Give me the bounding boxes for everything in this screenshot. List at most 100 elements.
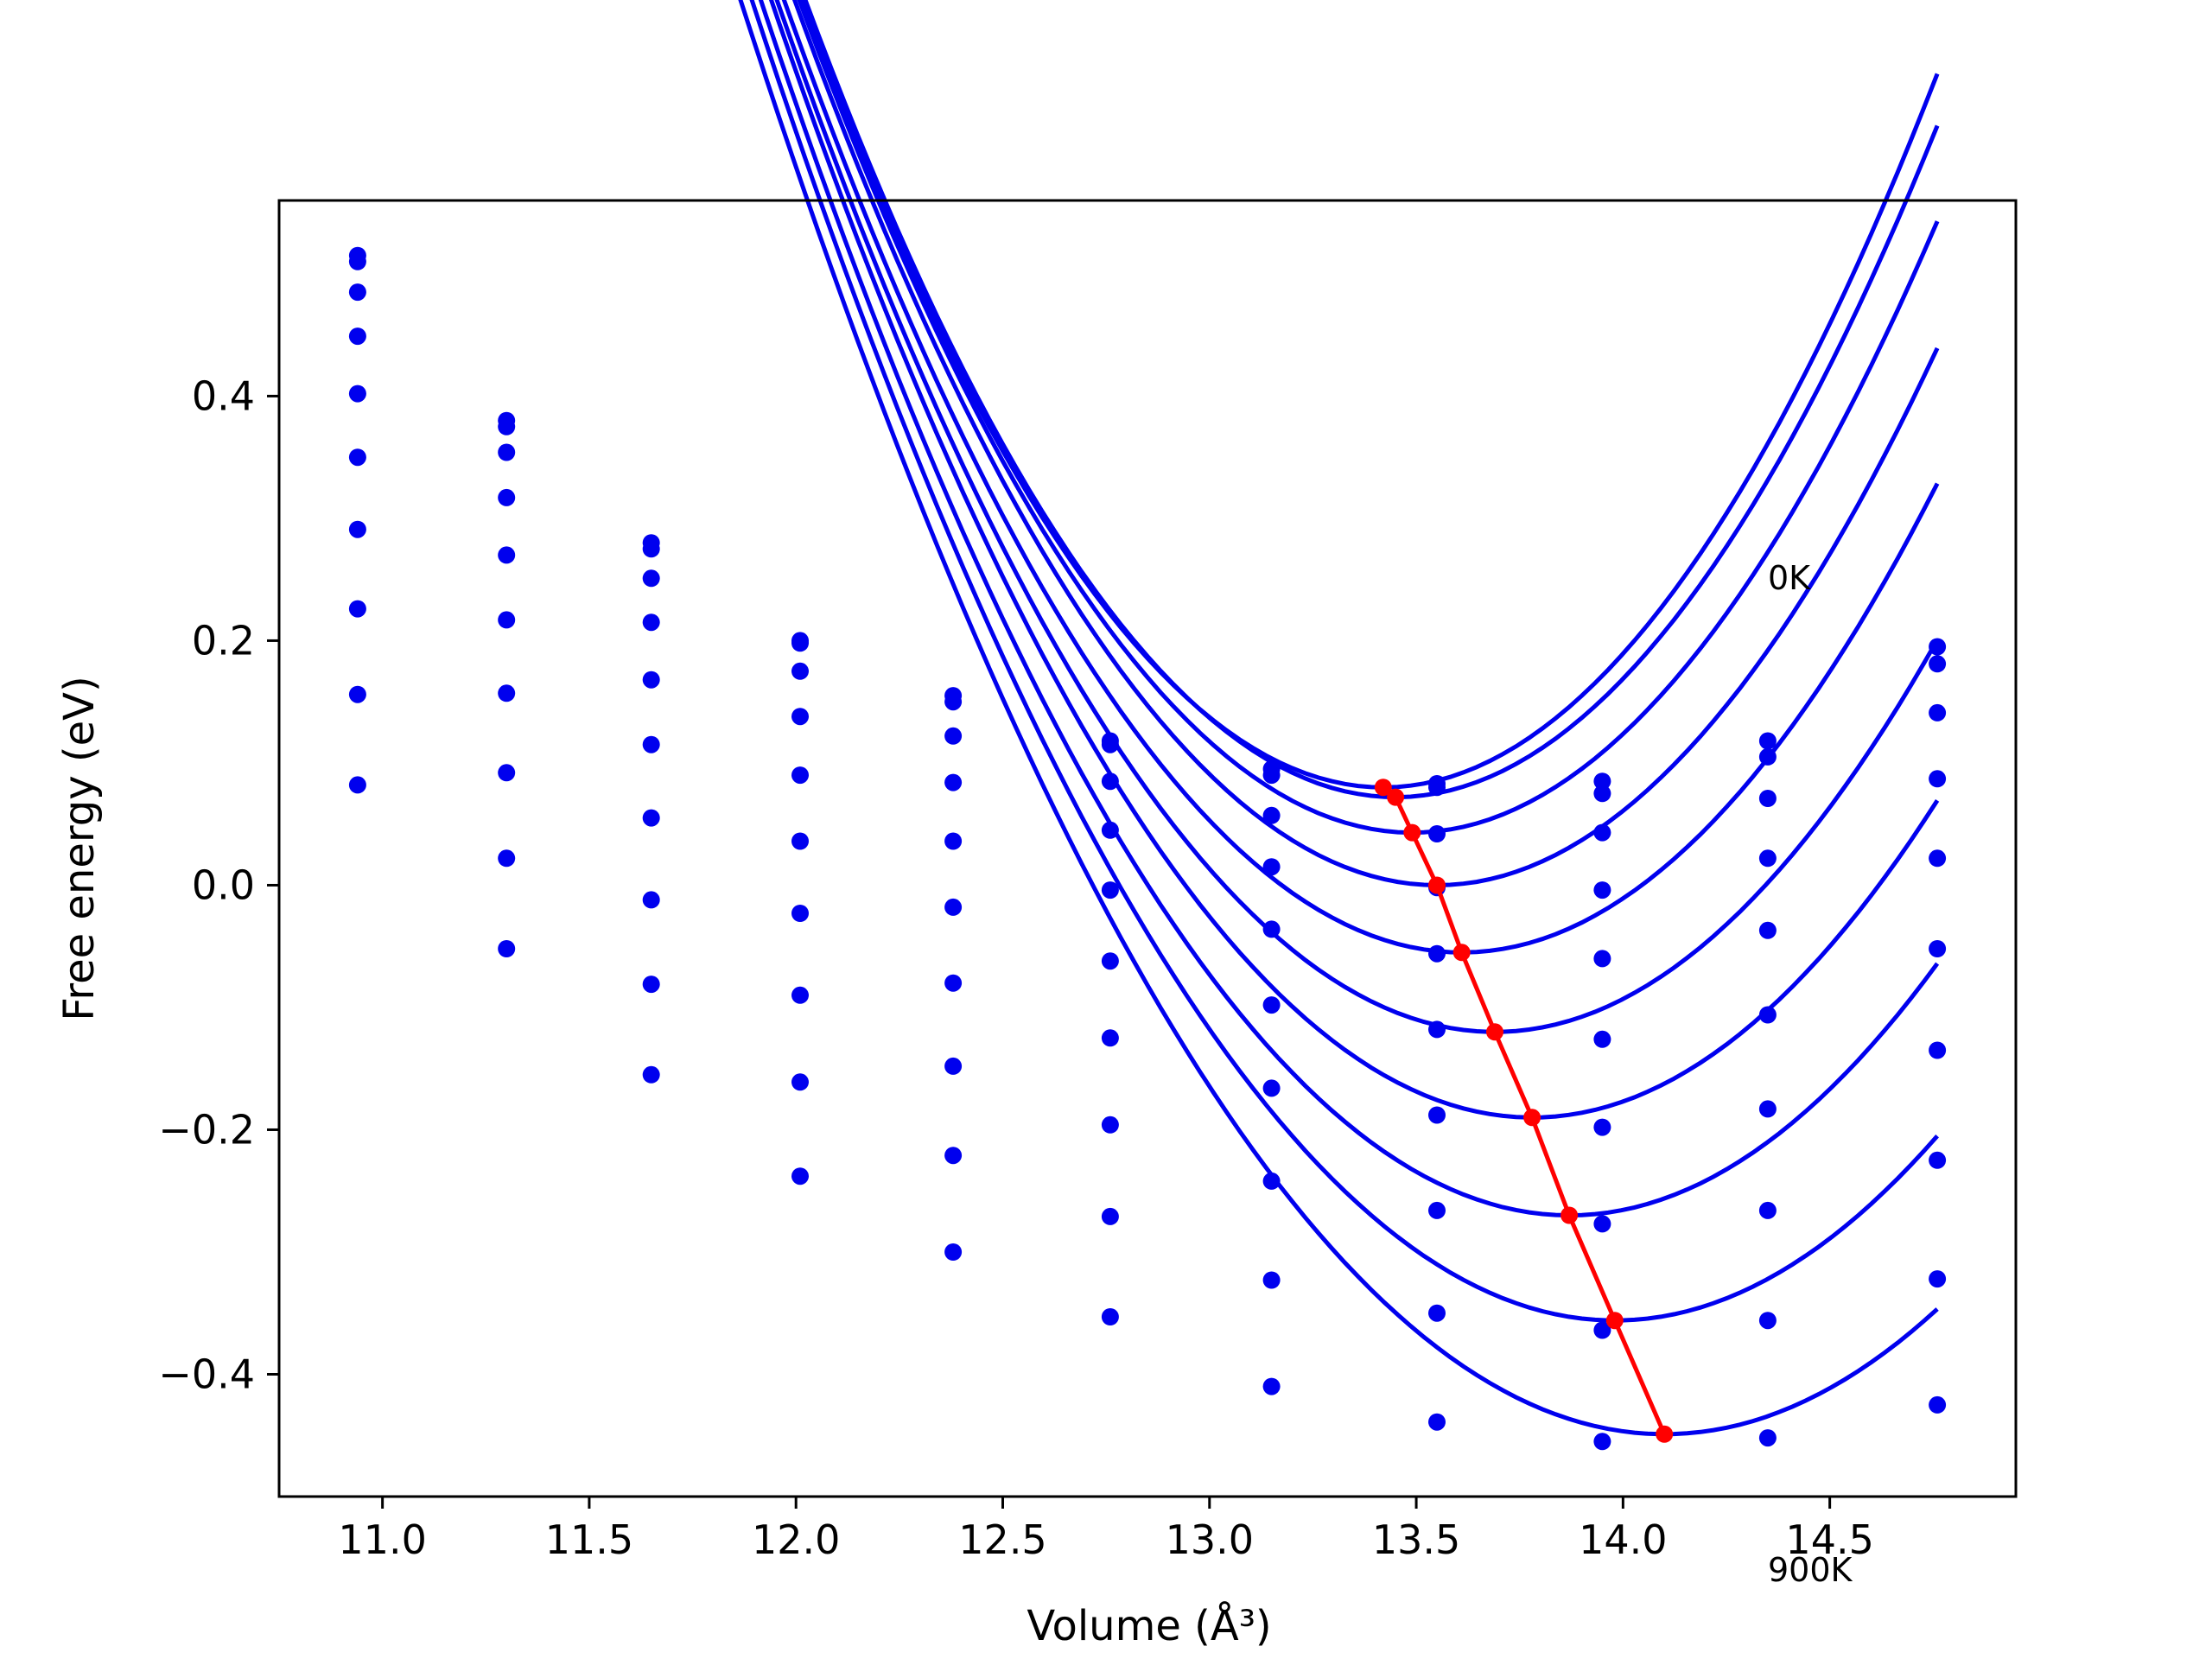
fit-curve-4 [781,0,1940,955]
data-point-2-8 [1593,823,1611,842]
data-point-2-10 [1929,703,1947,721]
data-point-0-9 [1758,732,1777,750]
data-point-8-7 [1428,1304,1446,1322]
data-point-3-0 [348,327,366,346]
x-tick-label-2: 12.0 [752,1516,840,1563]
data-point-4-3 [791,766,809,785]
y-tick-label-0: −0.4 [158,1351,255,1397]
data-point-5-1 [498,611,516,629]
data-point-7-8 [1593,1215,1611,1233]
data-point-6-3 [791,905,809,922]
data-point-1-6 [1262,766,1281,785]
minimum-point-1 [1387,788,1405,806]
minimum-point-5 [1486,1023,1503,1041]
x-tick-label-6: 14.0 [1579,1516,1667,1563]
x-tick-label-0: 11.0 [338,1516,426,1563]
data-point-6-0 [348,520,366,538]
data-point-0-10 [1929,638,1947,656]
data-point-8-8 [1593,1321,1611,1339]
x-tick-label-7: 14.5 [1785,1516,1873,1563]
data-point-7-0 [348,600,366,618]
data-point-1-9 [1758,747,1777,766]
data-point-8-6 [1262,1271,1281,1289]
data-point-9-9 [1758,1429,1777,1447]
data-point-8-5 [1101,1207,1119,1225]
data-point-1-0 [348,252,366,270]
minimum-point-9 [1656,1425,1674,1443]
data-point-3-3 [791,708,809,726]
data-point-3-4 [944,773,963,791]
data-point-2-3 [791,662,809,680]
data-point-7-6 [1262,1172,1281,1190]
y-tick-label-3: 0.2 [192,617,255,664]
data-point-3-10 [1929,770,1947,788]
x-tick-label-5: 13.5 [1372,1516,1460,1563]
data-point-2-9 [1758,790,1777,807]
data-point-6-10 [1929,1041,1947,1059]
data-point-7-9 [1758,1201,1777,1219]
data-point-5-3 [791,832,809,850]
data-point-3-1 [498,488,516,506]
label-900k: 900K [1768,1551,1853,1589]
data-point-2-4 [944,727,963,745]
minimum-point-0 [1374,779,1392,797]
data-point-1-8 [1593,785,1611,803]
y-tick-label-4: 0.4 [192,372,255,419]
minimum-point-4 [1452,944,1471,962]
data-point-5-2 [642,735,660,753]
data-point-1-1 [498,417,516,435]
x-tick-label-4: 13.0 [1166,1516,1254,1563]
data-point-6-2 [642,809,660,827]
data-point-2-5 [1101,772,1119,791]
data-point-4-10 [1929,849,1947,868]
data-point-8-4 [944,1147,963,1165]
data-point-3-8 [1593,881,1611,899]
data-point-1-4 [944,693,963,711]
data-point-4-9 [1758,921,1777,939]
minimum-point-2 [1403,823,1421,842]
data-point-6-5 [1101,1029,1119,1047]
data-point-9-6 [1262,1377,1281,1395]
data-point-9-2 [642,1065,660,1084]
minimum-energy-line [1382,785,1667,1435]
data-point-1-10 [1929,655,1947,673]
data-point-1-7 [1428,779,1446,797]
y-axis-title: Free energy (eV) [55,676,104,1020]
fit-curve-3 [791,0,1940,888]
data-point-6-6 [1262,1079,1281,1097]
data-point-5-6 [1262,996,1281,1014]
x-axis: 11.0 11.5 12.0 12.5 13.0 13.5 14.0 14.5 [338,1497,1874,1563]
fit-curve-9 [738,0,1939,1437]
minimum-point-3 [1428,876,1446,894]
data-point-1-3 [791,634,809,652]
data-point-4-0 [348,385,366,403]
data-point-9-4 [944,1243,963,1261]
fit-curve-5 [774,0,1940,1034]
data-point-7-1 [498,764,516,782]
data-point-2-7 [1428,825,1446,842]
x-axis-title: Volume (Å³) [1027,1601,1271,1650]
data-point-5-4 [944,898,963,916]
data-point-8-3 [791,1073,809,1091]
data-point-6-8 [1593,1118,1611,1136]
data-point-0-8 [1593,772,1611,791]
data-point-9-3 [791,1167,809,1185]
fit-curve-1 [803,0,1940,800]
fit-curve-2 [797,0,1940,836]
data-point-4-5 [1101,881,1119,899]
fit-curve-7 [758,0,1940,1218]
data-point-3-9 [1758,849,1777,868]
y-tick-label-2: 0.0 [192,861,255,908]
data-point-5-7 [1428,1020,1446,1039]
data-point-9-10 [1929,1395,1947,1414]
minimum-point-7 [1560,1206,1579,1224]
plot-content [348,0,1947,1451]
data-point-4-1 [498,546,516,564]
data-point-7-3 [791,986,809,1004]
data-point-6-7 [1428,1106,1446,1124]
y-axis: −0.4 −0.2 0.0 0.2 0.4 [158,372,279,1397]
data-point-9-5 [1101,1308,1119,1325]
minimum-point-6 [1523,1109,1541,1127]
data-point-6-1 [498,684,516,702]
